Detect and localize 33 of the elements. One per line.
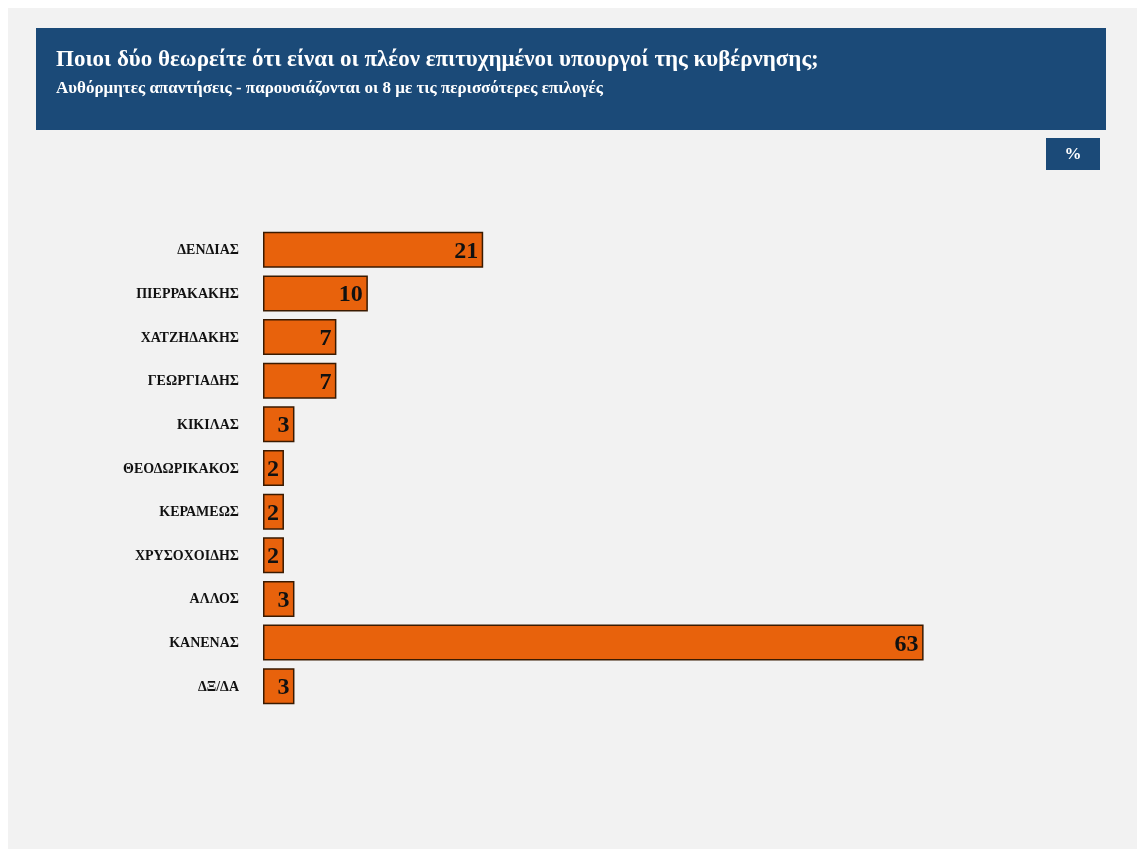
y-tick-label: ΧΑΤΖΗΔΑΚΗΣ bbox=[140, 329, 239, 345]
bar bbox=[263, 231, 484, 268]
data-label: 21 bbox=[454, 236, 479, 263]
bar bbox=[263, 624, 924, 661]
bar bbox=[263, 406, 295, 443]
bar bbox=[263, 362, 337, 399]
y-tick-label: ΚΙΚΙΛΑΣ bbox=[177, 416, 239, 432]
data-label: 3 bbox=[277, 585, 290, 612]
y-tick-label: ΑΛΛΟΣ bbox=[189, 591, 239, 607]
data-label: 3 bbox=[277, 411, 290, 438]
bar bbox=[263, 319, 337, 356]
y-tick-label: ΔΞ/ΔΑ bbox=[197, 678, 240, 694]
y-tick-label: ΘΕΟΔΩΡΙΚΑΚΟΣ bbox=[123, 460, 239, 476]
chart-title: Ποιοι δύο θεωρείτε ότι είναι οι πλέον επιτυχημένοι υπουργοί της κυβέρνησης; bbox=[56, 46, 820, 72]
y-tick-label: ΚΑΝΕΝΑΣ bbox=[169, 635, 239, 651]
data-label: 10 bbox=[338, 280, 363, 307]
y-tick-label: ΔΕΝΔΙΑΣ bbox=[177, 242, 239, 258]
data-label: 2 bbox=[266, 542, 279, 569]
bar bbox=[263, 275, 368, 312]
y-tick-label: ΧΡΥΣΟΧΟΙΔΗΣ bbox=[134, 547, 239, 563]
y-tick-label: ΠΙΕΡΡΑΚΑΚΗΣ bbox=[136, 285, 239, 301]
data-label: 3 bbox=[277, 673, 290, 700]
y-tick-label: ΚΕΡΑΜΕΩΣ bbox=[159, 504, 239, 520]
bar bbox=[263, 668, 295, 705]
bar bbox=[263, 580, 295, 617]
text: % bbox=[1046, 138, 1100, 170]
y-tick-label: ΓΕΩΡΓΙΑΔΗΣ bbox=[147, 373, 239, 389]
data-label: 2 bbox=[266, 455, 279, 481]
data-label: 2 bbox=[266, 498, 279, 525]
data-label: 63 bbox=[894, 629, 919, 656]
data-label: 7 bbox=[319, 324, 332, 351]
data-label: 7 bbox=[319, 367, 332, 394]
chart-subtitle: Αυθόρμητες απαντήσεις - παρουσιάζονται οι 8 με τις περισσότερες επιλογές bbox=[56, 78, 604, 98]
